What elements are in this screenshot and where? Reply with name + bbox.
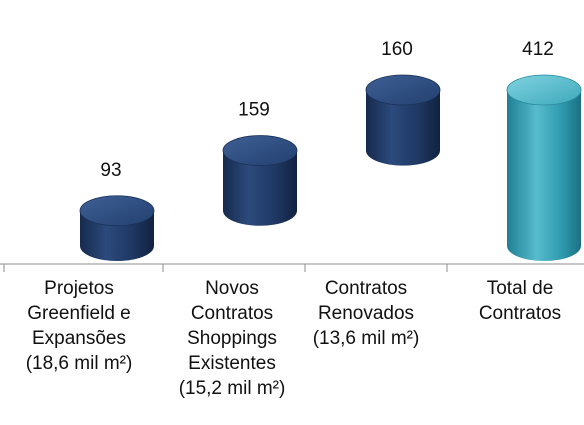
bars-group <box>79 74 582 261</box>
x-tick-label-line: Greenfield e <box>27 303 131 324</box>
x-tick-label-line: Novos <box>205 278 259 299</box>
total-bar <box>506 74 582 261</box>
step-bar-2 <box>222 135 298 226</box>
step-bar-3 <box>365 74 441 166</box>
x-tick-label-line: Contratos <box>478 303 562 324</box>
bar-body <box>507 90 581 261</box>
data-label: 93 <box>100 160 121 181</box>
data-label: 159 <box>238 100 270 121</box>
data-label: 160 <box>381 39 413 60</box>
data-label: 412 <box>522 39 554 60</box>
x-tick-label: Total de Contratos <box>445 276 584 326</box>
x-axis-ticks <box>3 264 448 272</box>
bar-body <box>366 90 440 166</box>
x-tick-label-line: Projetos <box>44 278 114 299</box>
x-tick-label-line: Renovados <box>317 303 415 324</box>
x-tick-label-line: (15,2 mil m²) <box>178 378 286 399</box>
x-tick-label-line: Contratos <box>190 303 274 324</box>
bar-body <box>223 150 297 226</box>
x-tick-label: Contratos Renovados (13,6 mil m²) <box>291 276 441 351</box>
x-tick-label-line: (13,6 mil m²) <box>312 328 420 349</box>
bar-top <box>222 135 298 166</box>
bar-top <box>506 74 582 106</box>
step-bar-1 <box>79 195 155 261</box>
x-tick-label-line: (18,6 mil m²) <box>25 353 133 374</box>
x-tick-label-line: Shoppings <box>187 328 277 349</box>
data-labels-group: 93 159 160 412 <box>100 39 553 181</box>
x-tick-label-line: Existentes <box>188 353 276 374</box>
x-tick-label-line: Contratos <box>324 278 408 299</box>
x-tick-label-line: Expansões <box>31 328 126 349</box>
x-tick-label-line: Total de <box>486 278 554 299</box>
bar-top <box>365 74 441 106</box>
bar-top <box>79 195 155 227</box>
x-tick-label: Novos Contratos Shoppings Existentes (15,2 m… <box>157 276 307 401</box>
x-tick-label: Projetos Greenfield e Expansões (18,6 mil m… <box>4 276 154 376</box>
